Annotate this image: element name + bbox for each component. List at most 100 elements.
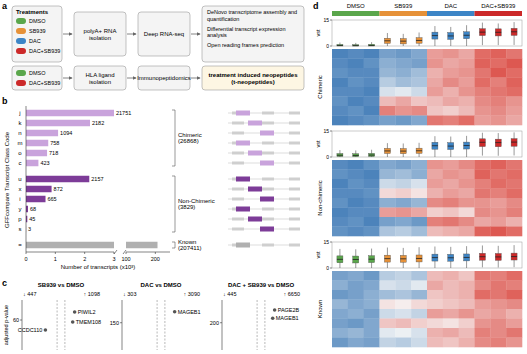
heatmap-cell — [459, 338, 475, 348]
median — [353, 259, 359, 260]
step-label: Immunopeptidomics — [137, 75, 191, 81]
exon-query — [236, 177, 250, 182]
heatmap-cell — [459, 160, 475, 170]
treatment-label: DAC — [29, 38, 41, 44]
heatmap-cell — [364, 59, 380, 69]
heatmap-cell — [490, 87, 506, 97]
heatmap-cell — [506, 116, 522, 126]
count-label: ↓ 303 — [123, 291, 136, 297]
category-label: = — [18, 242, 22, 248]
heatmap-cell — [443, 97, 459, 107]
group-label: Non-Chimeric(3829) — [178, 198, 215, 211]
heatmap-cell — [506, 328, 522, 338]
exon — [289, 208, 300, 211]
data-label: 1094 — [60, 130, 72, 136]
tick-label: 15 — [323, 17, 329, 23]
heatmap-cell — [506, 87, 522, 97]
text-line: DeNovo transcriptome assembly and — [207, 9, 297, 15]
group-label: Chimeric(26868) — [178, 132, 202, 145]
tick — [330, 268, 332, 269]
boxplot-frame — [332, 131, 522, 157]
count-label: ↑ 1098 — [83, 291, 100, 297]
category-label: n — [18, 130, 21, 136]
heatmap-cell — [490, 271, 506, 281]
arrow — [191, 78, 200, 79]
tick-label: 3 — [112, 256, 115, 262]
heatmap-cell — [427, 106, 443, 116]
tick — [330, 131, 332, 132]
heatmap-cell — [380, 309, 396, 319]
tick — [84, 252, 85, 254]
text-line: (3829) — [178, 204, 195, 210]
exon-query — [248, 121, 262, 126]
condition-label: DMSO — [347, 3, 365, 9]
heatmap-cell — [395, 338, 411, 348]
heatmap-cell — [443, 281, 459, 291]
heatmap-cell — [506, 160, 522, 170]
heatmap-cell — [411, 106, 427, 116]
tick-label: 0 — [326, 265, 329, 271]
treatment-label: SB939 — [29, 28, 46, 34]
heatmap-cell — [490, 49, 506, 59]
median — [416, 150, 422, 151]
heatmap-cell — [459, 300, 475, 310]
heatmap-cell — [380, 170, 396, 180]
heatmap-cell — [443, 198, 459, 208]
heatmap-cell — [443, 271, 459, 281]
group-label: Known(207411) — [178, 239, 202, 252]
heatmap-cell — [380, 116, 396, 126]
exon — [289, 142, 300, 145]
heatmap-cell — [348, 49, 364, 59]
heatmap-cell — [506, 68, 522, 78]
heatmap-cell — [475, 309, 491, 319]
heatmap-cell — [364, 189, 380, 199]
count-label: ↓ 445 — [223, 291, 236, 297]
heatmap-cell — [475, 328, 491, 338]
heatmap-cell — [490, 338, 506, 348]
heatmap-cell — [490, 319, 506, 329]
heatmap-cell — [332, 106, 348, 116]
treatment-label: DAC+SB939 — [29, 48, 60, 54]
text-line: Differential transcript expression — [207, 26, 285, 32]
heatmap-cell — [380, 68, 396, 78]
arrow — [127, 78, 136, 79]
heatmap-cell — [506, 179, 522, 189]
heatmap-cell — [490, 227, 506, 237]
heatmap-cell — [427, 208, 443, 218]
box — [74, 66, 126, 90]
axis-title: GFFcompare Transcript Class Code — [4, 131, 10, 228]
median — [464, 145, 470, 146]
condition-label: DAC — [444, 3, 457, 9]
median — [384, 150, 390, 151]
heatmap-cell — [459, 319, 475, 329]
block-label: Chimeric — [317, 75, 323, 99]
x-axis — [26, 252, 114, 253]
threshold-line — [257, 300, 258, 350]
heatmap-cell — [395, 106, 411, 116]
treatment-pill — [16, 38, 26, 44]
heatmap-cell — [427, 59, 443, 69]
heatmap-cell — [380, 198, 396, 208]
analysis-label: DeNovo transcriptome assembly andquantif… — [207, 9, 297, 22]
heatmap-cell — [443, 217, 459, 227]
heatmap-cell — [348, 106, 364, 116]
box — [495, 253, 501, 260]
box — [384, 38, 390, 43]
heatmap-cell — [380, 208, 396, 218]
heatmap-cell — [380, 281, 396, 291]
heatmap-cell — [332, 281, 348, 291]
heatmap-cell — [475, 106, 491, 116]
tick-label: 2 — [83, 256, 86, 262]
median — [416, 258, 422, 259]
heatmap-cell — [475, 290, 491, 300]
data-label: 2182 — [92, 120, 104, 126]
text-line: Non-Chimeric — [178, 198, 215, 204]
box — [479, 29, 485, 36]
heatmap-cell — [459, 189, 475, 199]
heatmap-cell — [490, 198, 506, 208]
bar — [26, 196, 46, 203]
heatmap-cell — [411, 290, 427, 300]
heatmap-cell — [332, 271, 348, 281]
category-label: i — [19, 196, 20, 202]
exon-query — [260, 161, 274, 166]
